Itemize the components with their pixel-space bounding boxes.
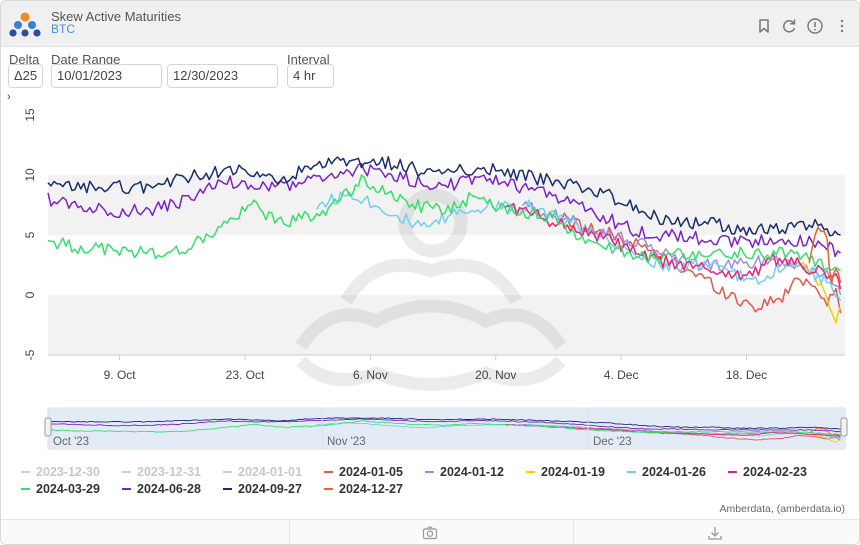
legend-label: 2024-01-05	[339, 465, 403, 479]
legend-label: 2024-03-29	[36, 482, 100, 496]
legend-item-2024-03-29[interactable]: 2024-03-29	[21, 482, 100, 496]
x-tick-label: 6. Nov	[353, 368, 388, 382]
x-tick-label: 18. Dec	[726, 368, 767, 382]
start-date-input[interactable]: 10/01/2023	[51, 64, 162, 88]
interval-select[interactable]: 4 hr	[287, 64, 334, 88]
plot-band	[48, 175, 845, 235]
legend-item-2023-12-30[interactable]: 2023-12-30	[21, 465, 100, 479]
series-line-2024-03-29[interactable]	[47, 174, 841, 272]
legend-swatch	[627, 470, 636, 473]
chart-credit: Amberdata, (amberdata.io)	[719, 503, 845, 515]
y-tick-label: 10	[23, 168, 37, 182]
delta-label: Delta	[9, 52, 40, 67]
series-layer	[47, 156, 842, 324]
legend-item-2024-01-19[interactable]: 2024-01-19	[526, 465, 605, 479]
navigator-label: Oct '23	[53, 436, 89, 448]
y-tick-label: 0	[23, 291, 37, 298]
legend-item-2024-01-05[interactable]: 2024-01-05	[324, 465, 403, 479]
bookmark-icon[interactable]	[755, 17, 773, 35]
navigator-selection[interactable]	[48, 408, 845, 449]
navigator-line-2024-09-27	[47, 417, 841, 430]
navigator[interactable]: Oct '23 Nov '23 Dec '23	[44, 407, 848, 450]
legend-label: 2024-02-23	[743, 465, 807, 479]
legend-swatch	[21, 470, 30, 473]
series-line-2024-01-19[interactable]	[791, 261, 842, 324]
x-axis: 9. Oct 23. Oct 6. Nov 20. Nov 4. Dec 18. Dec	[104, 355, 767, 382]
footer-divider	[573, 520, 574, 544]
asset-subtitle: BTC	[51, 22, 75, 36]
series-line-2024-09-27[interactable]	[47, 156, 841, 237]
legend-swatch	[728, 470, 737, 473]
legend-swatch	[324, 470, 333, 473]
navigator-left-handle[interactable]	[44, 417, 52, 437]
chevron-right-icon[interactable]: ›	[7, 91, 11, 103]
info-icon[interactable]	[806, 17, 824, 35]
navigator-line-2024-06-28	[47, 418, 841, 433]
legend-item-2024-12-27[interactable]: 2024-12-27	[324, 482, 403, 496]
x-tick-label: 23. Oct	[226, 368, 265, 382]
legend-item-2024-09-27[interactable]: 2024-09-27	[223, 482, 302, 496]
camera-icon[interactable]	[422, 525, 438, 541]
legend-swatch	[21, 487, 30, 490]
y-tick-label: -5	[23, 349, 37, 360]
end-date-input[interactable]: 12/30/2023	[167, 64, 278, 88]
legend-label: 2024-01-12	[440, 465, 504, 479]
chart-area[interactable]: 15 10 5 0 -5 9. Oct 23. Oct 6. Nov 20. Nov 4. De…	[1, 1, 860, 461]
legend-item-2023-12-31[interactable]: 2023-12-31	[122, 465, 201, 479]
navigator-series	[47, 417, 841, 443]
y-axis: 15 10 5 0 -5	[23, 108, 37, 360]
legend-label: 2024-06-28	[137, 482, 201, 496]
legend-label: 2024-01-26	[642, 465, 706, 479]
download-icon[interactable]	[707, 525, 723, 541]
navigator-right-handle[interactable]	[840, 417, 848, 437]
navigator-label: Dec '23	[593, 436, 632, 448]
legend-label: 2023-12-31	[137, 465, 201, 479]
y-tick-label: 15	[23, 108, 37, 122]
card-header: Skew Active Maturities BTC	[1, 1, 859, 47]
footer-divider	[289, 520, 290, 544]
plot-band	[48, 115, 845, 175]
legend-swatch	[122, 487, 131, 490]
x-tick-label: 20. Nov	[475, 368, 516, 382]
series-line-2024-06-28[interactable]	[47, 162, 841, 258]
legend-label: 2024-12-27	[339, 482, 403, 496]
legend-swatch	[223, 470, 232, 473]
legend-swatch	[425, 470, 434, 473]
y-tick-label: 5	[23, 231, 37, 238]
plot-band	[48, 295, 845, 355]
card-footer	[1, 519, 859, 544]
x-tick-label: 9. Oct	[104, 368, 137, 382]
legend-label: 2023-12-30	[36, 465, 100, 479]
more-vertical-icon[interactable]	[833, 17, 851, 35]
legend-swatch	[223, 487, 232, 490]
series-line-2024-01-26[interactable]	[316, 191, 842, 302]
x-tick-label: 4. Dec	[604, 368, 639, 382]
amberdata-logo-icon	[9, 12, 41, 37]
legend-item-2024-01-26[interactable]: 2024-01-26	[627, 465, 706, 479]
page-title: Skew Active Maturities	[51, 9, 182, 24]
date-range-label: Date Range	[51, 52, 121, 67]
legend-item-2024-06-28[interactable]: 2024-06-28	[122, 482, 201, 496]
legend-swatch	[526, 470, 535, 473]
legend-label: 2024-01-19	[541, 465, 605, 479]
interval-label: Interval	[287, 52, 330, 67]
delta-select[interactable]: Δ25	[8, 64, 43, 88]
navigator-label: Nov '23	[327, 436, 366, 448]
legend-label: 2024-01-01	[238, 465, 302, 479]
navigator-line-2024-03-29	[47, 420, 841, 435]
legend-item-2024-01-12[interactable]: 2024-01-12	[425, 465, 504, 479]
series-line-2024-12-27[interactable]	[808, 226, 842, 284]
legend-swatch	[324, 487, 333, 490]
series-line-2024-02-23[interactable]	[504, 202, 842, 290]
refresh-icon[interactable]	[780, 17, 798, 35]
legend-swatch	[122, 470, 131, 473]
navigator-labels: Oct '23 Nov '23 Dec '23	[47, 408, 632, 449]
legend-label: 2024-09-27	[238, 482, 302, 496]
legend-item-2024-01-01[interactable]: 2024-01-01	[223, 465, 302, 479]
legend-item-2024-02-23[interactable]: 2024-02-23	[728, 465, 807, 479]
watermark-logo	[295, 188, 567, 391]
navigator-line-2024-12-27	[808, 427, 841, 437]
